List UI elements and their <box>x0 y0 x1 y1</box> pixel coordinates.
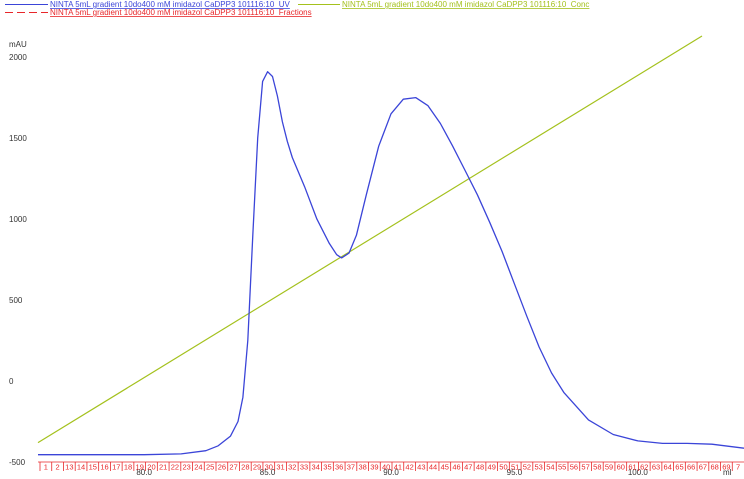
fraction-label: 13 <box>65 463 73 472</box>
uv-series-line <box>38 71 744 456</box>
fraction-label: 51 <box>511 463 519 472</box>
fraction-label: 18 <box>124 463 132 472</box>
fraction-label: 55 <box>558 463 566 472</box>
fraction-label: 26 <box>218 463 226 472</box>
fraction-label: 48 <box>476 463 484 472</box>
conc-series-line <box>37 35 703 444</box>
fraction-label: 1 <box>44 463 48 472</box>
fraction-label: 23 <box>182 463 190 472</box>
fraction-label: 69 <box>722 463 730 472</box>
fraction-label: 42 <box>405 463 413 472</box>
fraction-strip: 1 2 13 14 15 16 17 18 19 20 21 22 23 24 25 26 27 28 29 30 31… <box>38 461 744 472</box>
fraction-label: 15 <box>89 463 97 472</box>
fraction-label: 38 <box>358 463 366 472</box>
fraction-label: 16 <box>100 463 108 472</box>
y-tick-label: 2000 <box>9 53 27 62</box>
fraction-label: 59 <box>605 463 613 472</box>
legend-conc-label: NINTA 5mL gradient 10do400 mM imidazol C… <box>342 0 589 9</box>
x-tick-label: 85.0 <box>260 468 276 477</box>
plot-lines <box>37 35 744 456</box>
fraction-label: 61 <box>628 463 636 472</box>
fraction-label: 32 <box>288 463 296 472</box>
y-tick-label: 1500 <box>9 134 27 143</box>
fraction-label: 36 <box>335 463 343 472</box>
x-tick-label: 100.0 <box>628 468 649 477</box>
legend-uv-label: NINTA 5mL gradient 10do400 mM imidazol C… <box>50 0 290 9</box>
legend: NINTA 5mL gradient 10do400 mM imidazol C… <box>5 0 589 17</box>
fraction-label: 37 <box>347 463 355 472</box>
y-tick-label: 1000 <box>9 215 27 224</box>
fraction-label: 67 <box>699 463 707 472</box>
fraction-label: 47 <box>464 463 472 472</box>
fraction-label: 14 <box>77 463 85 472</box>
fraction-label: 68 <box>710 463 718 472</box>
fraction-label: 25 <box>206 463 214 472</box>
fraction-label: 62 <box>640 463 648 472</box>
y-axis-ticks: 2000 1500 1000 500 0 -500 <box>9 53 27 467</box>
fraction-label: 64 <box>664 463 672 472</box>
fraction-label: 53 <box>534 463 542 472</box>
y-tick-label: 500 <box>9 296 23 305</box>
fraction-label: 24 <box>194 463 202 472</box>
fraction-label: 30 <box>265 463 273 472</box>
fraction-label: 65 <box>675 463 683 472</box>
x-tick-label: 95.0 <box>507 468 523 477</box>
fraction-label: 57 <box>581 463 589 472</box>
fraction-label: 63 <box>652 463 660 472</box>
fraction-label: 22 <box>171 463 179 472</box>
fraction-label: 41 <box>394 463 402 472</box>
fraction-label: 46 <box>452 463 460 472</box>
fraction-label: 52 <box>523 463 531 472</box>
fraction-label: 39 <box>370 463 378 472</box>
fraction-label: 50 <box>499 463 507 472</box>
fraction-label: 21 <box>159 463 167 472</box>
x-tick-label: 80.0 <box>136 468 152 477</box>
fraction-label: 28 <box>241 463 249 472</box>
fraction-label: 17 <box>112 463 120 472</box>
y-axis-unit: mAU <box>9 40 27 49</box>
fraction-label: 54 <box>546 463 554 472</box>
fraction-label: 33 <box>300 463 308 472</box>
fraction-label: 7 <box>736 463 740 472</box>
fraction-label: 35 <box>323 463 331 472</box>
legend-fractions-label: NINTA 5mL gradient 10do400 mM imidazol C… <box>50 8 312 17</box>
fraction-label: 44 <box>429 463 437 472</box>
fraction-label: 40 <box>382 463 390 472</box>
fraction-label: 66 <box>687 463 695 472</box>
fraction-label: 45 <box>441 463 449 472</box>
fraction-label: 31 <box>276 463 284 472</box>
fraction-label: 49 <box>488 463 496 472</box>
fraction-label: 58 <box>593 463 601 472</box>
fraction-label: 34 <box>312 463 320 472</box>
fraction-label: 20 <box>147 463 155 472</box>
y-tick-label: 0 <box>9 377 14 386</box>
fraction-label: 60 <box>617 463 625 472</box>
fraction-label: 43 <box>417 463 425 472</box>
fraction-label: 27 <box>229 463 237 472</box>
fraction-label: 19 <box>136 463 144 472</box>
fraction-label: 56 <box>570 463 578 472</box>
x-axis-ticks: 80.0 85.0 90.0 95.0 100.0 <box>136 468 648 477</box>
y-tick-label: -500 <box>9 458 26 467</box>
fraction-label: 2 <box>56 463 60 472</box>
fraction-label: 29 <box>253 463 261 472</box>
x-tick-label: 90.0 <box>383 468 399 477</box>
x-axis-unit: ml <box>723 468 732 477</box>
